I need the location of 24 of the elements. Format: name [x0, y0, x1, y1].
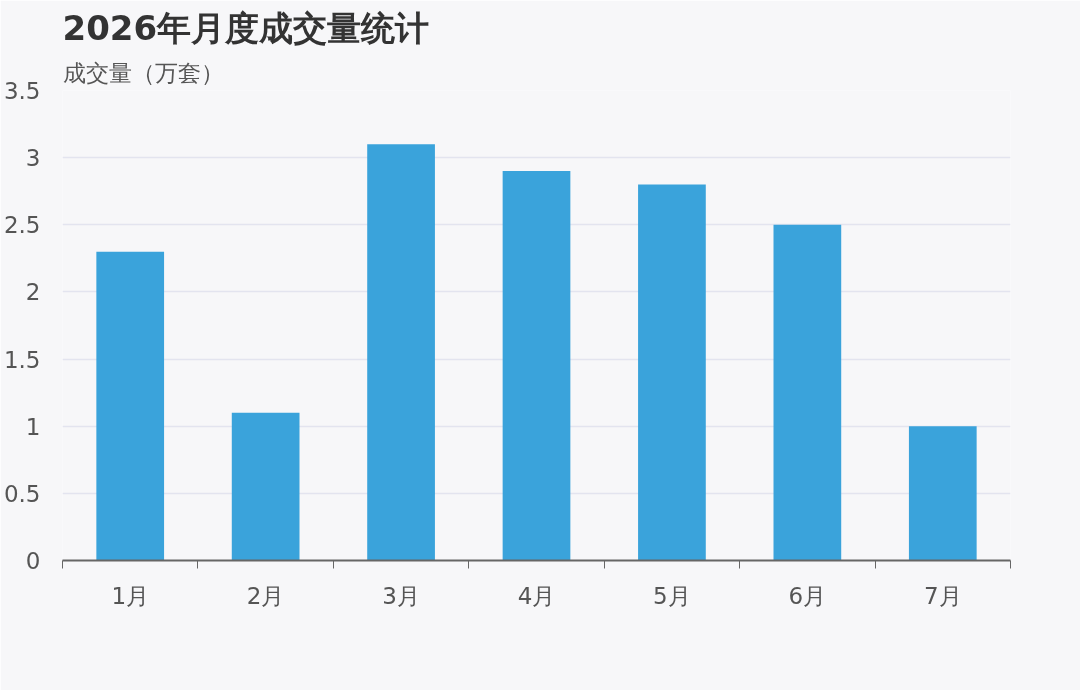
x-tick-label: 1月	[111, 582, 150, 609]
bar	[231, 412, 300, 561]
bar	[367, 144, 435, 561]
x-tick-label: 6月	[788, 582, 827, 609]
y-tick-label: 3.5	[3, 78, 41, 104]
x-tick-label: 5月	[653, 582, 691, 609]
y-tick-label: 3	[25, 145, 41, 172]
y-tick-label: 0.5	[3, 480, 41, 507]
y-tick-label: 0	[25, 548, 41, 574]
bar	[638, 184, 706, 561]
y-tick-label: 1	[25, 413, 41, 440]
x-tick-label: 7月	[923, 582, 962, 609]
bar	[502, 171, 571, 561]
bar	[908, 426, 977, 561]
x-tick-label: 2月	[246, 582, 285, 609]
y-tick-label: 2.5	[3, 212, 41, 239]
x-tick-label: 3月	[382, 582, 420, 609]
chart-title: 2026年月度成交量统计	[62, 7, 430, 48]
x-tick-label: 4月	[517, 582, 556, 609]
y-axis-title: 成交量（万套）	[62, 59, 224, 86]
bar	[773, 224, 842, 561]
y-tick-label: 1.5	[3, 346, 41, 373]
y-tick-label: 2	[25, 279, 41, 306]
bar	[96, 251, 165, 561]
